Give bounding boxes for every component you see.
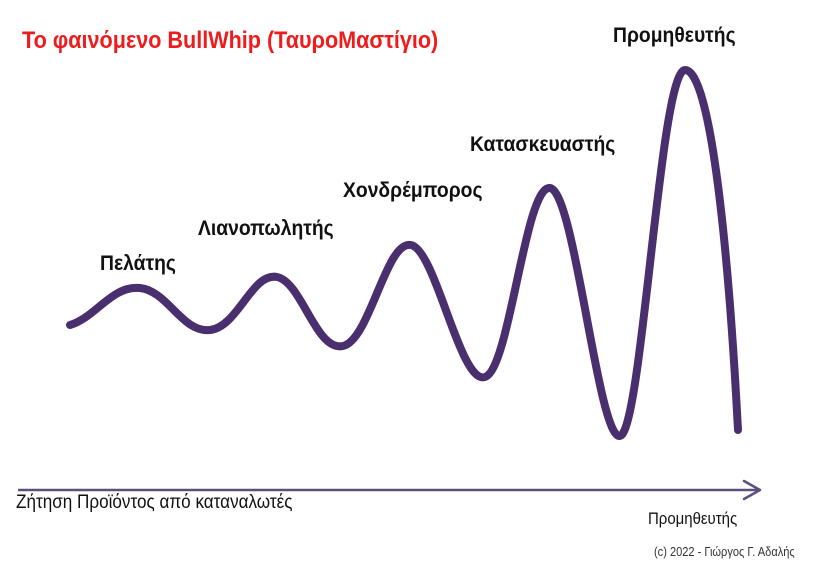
stage-label-supplier: Προμηθευτής (613, 24, 736, 47)
stage-label-manufacturer: Κατασκευαστής (470, 133, 616, 156)
bullwhip-wave (66, 66, 742, 440)
demand-axis-arrowhead (742, 479, 762, 501)
diagram-title: Το φαινόμενο BullWhip (ΤαυροΜαστίγιο) (22, 27, 439, 54)
stage-label-retailer: Λιανοπωλητής (198, 217, 334, 240)
stage-label-wholesaler: Χονδρέμπορος (343, 179, 483, 202)
stage-label-customer: Πελάτης (100, 252, 176, 275)
axis-label-demand: Ζήτηση Προϊόντος από καταναλωτές (16, 492, 293, 513)
copyright-note: (c) 2022 - Γιώργος Γ. Αδαλής (654, 544, 795, 559)
axis-label-supplier: Προμηθευτής (648, 509, 738, 528)
